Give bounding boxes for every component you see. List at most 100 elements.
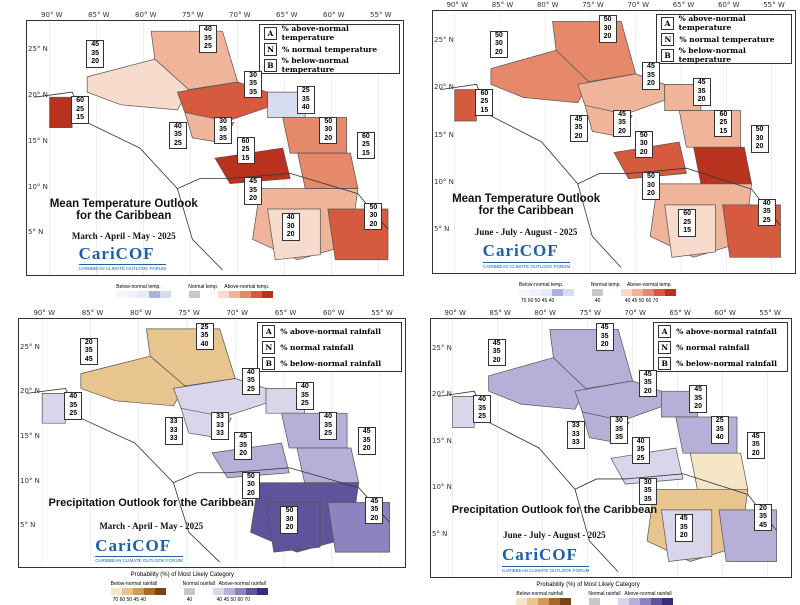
probability-value: 50 bbox=[369, 203, 378, 211]
probability-value: 33 bbox=[571, 439, 580, 447]
legend-key: A bbox=[262, 324, 276, 338]
colorbar-swatch bbox=[154, 588, 166, 595]
legend-row: A % above-normal temperature bbox=[260, 24, 399, 42]
colorbar-gap bbox=[200, 291, 218, 298]
probability-value: 30 bbox=[755, 134, 764, 142]
colorbar-swatch bbox=[149, 291, 161, 298]
colorbar-swatch bbox=[664, 289, 676, 296]
title-line: for the Caribbean bbox=[76, 209, 172, 222]
probability-value: 20 bbox=[618, 127, 626, 135]
lat-tick: 25° N bbox=[28, 45, 48, 54]
probability-value: 35 bbox=[697, 87, 706, 95]
colorbar-gap bbox=[195, 588, 213, 595]
probability-value: 15 bbox=[683, 227, 692, 235]
probability-value: 45 bbox=[643, 370, 652, 378]
title-line: Precipitation Outlook for the Caribbean bbox=[451, 503, 658, 516]
probability-value: 33 bbox=[216, 430, 224, 438]
map-subtitle: March - April - May - 2025 bbox=[99, 521, 204, 532]
lon-tick: 65° W bbox=[276, 11, 298, 19]
probability-box: 50 30 20 bbox=[634, 130, 653, 159]
probability-box: 20 35 45 bbox=[754, 503, 772, 532]
probability-value: 30 bbox=[643, 478, 652, 486]
legend-key: B bbox=[661, 48, 674, 62]
lon-tick: 55° W bbox=[763, 1, 785, 9]
colorbar-swatch bbox=[110, 588, 122, 595]
colorbar-swatch bbox=[160, 291, 172, 298]
outlook-region bbox=[86, 58, 190, 111]
probability-value: 25 bbox=[361, 141, 370, 149]
colorbar-label: Below-normal rainfall bbox=[110, 581, 158, 587]
probability-value: 35 bbox=[362, 436, 371, 444]
probability-box: 60 25 15 bbox=[236, 136, 255, 165]
colorbar-swatch bbox=[527, 598, 539, 605]
colorbar-label: Normal rainfall bbox=[182, 581, 215, 587]
probability-value: 20 bbox=[370, 514, 379, 522]
probability-value: 35 bbox=[219, 134, 227, 142]
probability-box: 40 35 25 bbox=[241, 367, 260, 396]
probability-box: 60 25 15 bbox=[356, 131, 375, 160]
probability-value: 20 bbox=[574, 132, 583, 140]
lat-tick: 10° N bbox=[28, 182, 48, 191]
probability-value: 30 bbox=[246, 481, 255, 489]
colorbar-swatch bbox=[132, 588, 144, 595]
probability-box: 60 25 15 bbox=[71, 96, 90, 124]
colorbar-normal-swatch bbox=[591, 289, 603, 296]
lon-tick: 65° W bbox=[669, 309, 691, 317]
legend-row: A % above-normal temperature bbox=[657, 14, 791, 32]
probability-value: 25 bbox=[246, 385, 255, 393]
probability-box: 40 35 25 bbox=[631, 436, 650, 465]
probability-value: 35 bbox=[600, 332, 609, 340]
logo-name-b: COF bbox=[132, 536, 172, 556]
lon-tick: 70° W bbox=[229, 11, 251, 19]
colorbar-swatch bbox=[518, 289, 530, 296]
probability-value: 45 bbox=[370, 497, 379, 505]
map-panel-3: 90° W 85° W 80° W 75° W 70° W 65° W 60° W 55° W… bbox=[8, 309, 406, 602]
probability-value: 33 bbox=[169, 418, 178, 426]
title-line: for the Caribbean bbox=[478, 205, 574, 218]
logo-name-a: Cari bbox=[78, 243, 116, 263]
probability-box: 45 35 20 bbox=[692, 78, 711, 106]
probability-value: 33 bbox=[571, 430, 580, 438]
colorbar-swatch bbox=[127, 291, 139, 298]
lat-tick: 15° N bbox=[20, 432, 40, 441]
probability-box: 60 25 15 bbox=[475, 88, 494, 117]
probability-value: 45 bbox=[647, 63, 655, 71]
map-frame bbox=[432, 10, 796, 274]
caricof-logo: CariCOF bbox=[502, 545, 578, 565]
legend-text: % normal temperature bbox=[679, 34, 775, 44]
probability-box: 40 30 20 bbox=[281, 213, 300, 241]
probability-box: 40 35 25 bbox=[295, 382, 314, 410]
probability-value: 35 bbox=[715, 425, 724, 433]
lat-tick: 5° N bbox=[434, 224, 450, 233]
lat-tick: 10° N bbox=[20, 476, 40, 485]
probability-value: 30 bbox=[495, 40, 503, 48]
legend-row: B % below-normal temperature bbox=[260, 56, 399, 74]
lon-tick: 70° W bbox=[624, 309, 646, 317]
colorbar-swatch bbox=[551, 289, 563, 296]
map-subtitle: June - July - August - 2025 bbox=[503, 529, 606, 540]
probability-value: 35 bbox=[647, 71, 655, 79]
probability-box: 40 35 25 bbox=[168, 121, 187, 150]
probability-value: 35 bbox=[200, 332, 209, 340]
logo-name-b: COF bbox=[539, 545, 578, 565]
probability-box: 50 30 20 bbox=[364, 202, 383, 231]
probability-box: 60 25 15 bbox=[678, 209, 697, 237]
probability-value: 50 bbox=[246, 472, 255, 480]
colorbar-label: Normal temp. bbox=[188, 284, 219, 290]
colorbar-normal-swatch bbox=[189, 291, 201, 298]
probability-value: 40 bbox=[478, 396, 487, 404]
legend-row: A % above-normal rainfall bbox=[654, 323, 787, 339]
colorbar-swatch bbox=[262, 291, 274, 298]
probability-box: 20 35 45 bbox=[79, 337, 98, 366]
lon-tick: 60° W bbox=[714, 309, 736, 317]
probability-box: 25 35 40 bbox=[710, 416, 729, 444]
map-panel-2: 90° W 85° W 80° W 75° W 70° W 65° W 60° W 55° W… bbox=[420, 1, 796, 306]
colorbar-swatch bbox=[121, 588, 133, 595]
probability-value: 35 bbox=[492, 348, 501, 356]
probability-value: 60 bbox=[76, 97, 84, 105]
probability-value: 40 bbox=[762, 199, 771, 207]
lon-tick: 70° W bbox=[226, 309, 248, 317]
outlook-region bbox=[454, 89, 477, 122]
map-subtitle: June - July - August - 2025 bbox=[474, 227, 578, 238]
legend-text: % above-normal temperature bbox=[281, 24, 349, 42]
